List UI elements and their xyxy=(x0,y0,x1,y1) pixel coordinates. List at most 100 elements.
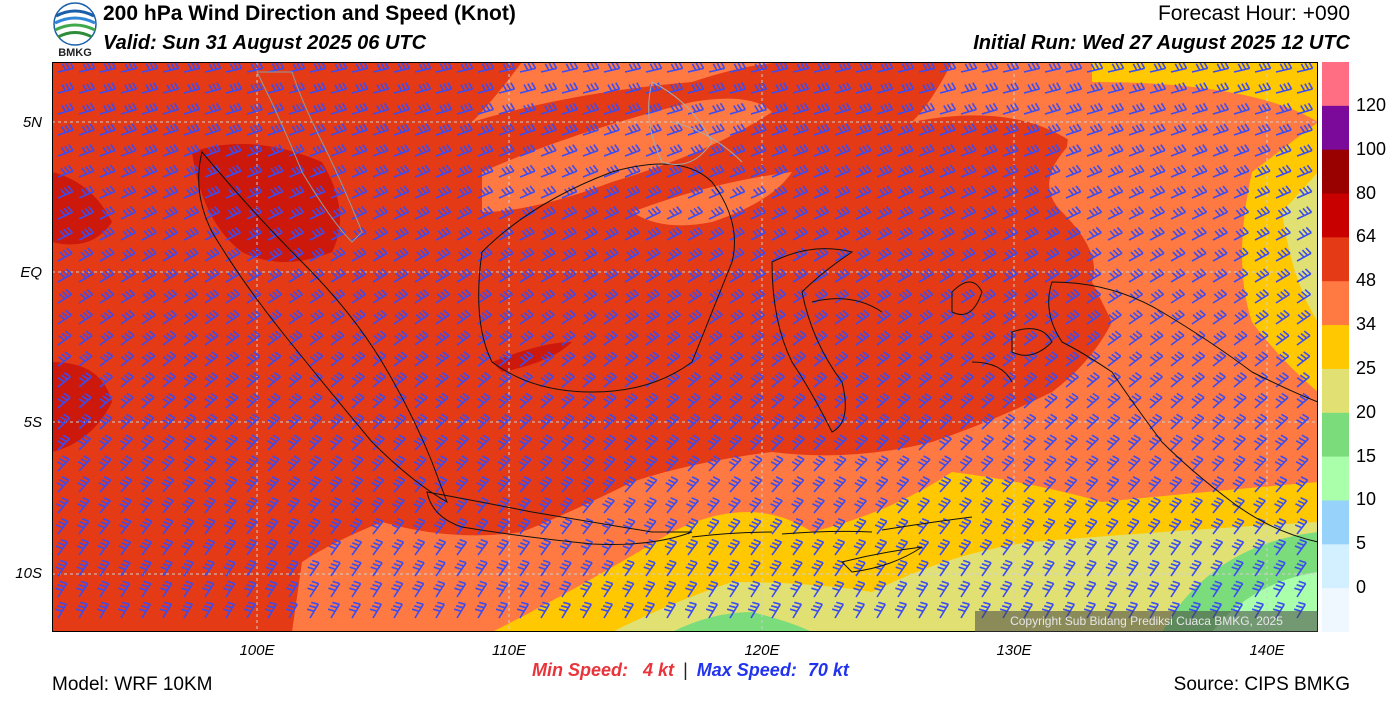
wind-barb xyxy=(771,289,787,304)
wind-barb xyxy=(475,559,488,577)
wind-barb xyxy=(876,247,892,262)
wind-barb xyxy=(225,413,239,430)
wind-barb xyxy=(414,82,432,94)
wind-barb xyxy=(603,330,618,346)
wind-barb xyxy=(750,206,767,220)
wind-barb xyxy=(413,476,427,493)
wind-barb xyxy=(1063,580,1076,598)
wind-barb xyxy=(183,102,201,115)
wind-barb xyxy=(645,62,663,73)
wind-barb xyxy=(939,372,953,388)
wind-barb xyxy=(1296,226,1312,241)
wind-barb xyxy=(792,62,810,73)
wind-barb xyxy=(351,62,369,73)
wind-barb xyxy=(1128,351,1143,367)
wind-barb xyxy=(287,434,301,451)
wind-barb xyxy=(1107,330,1122,346)
wind-barb xyxy=(769,517,783,535)
wind-barb xyxy=(330,102,348,115)
lat-label-5n: 5N xyxy=(22,114,42,131)
wind-barb xyxy=(855,226,871,241)
wind-barb xyxy=(855,268,871,283)
wind-barb xyxy=(309,309,324,325)
wind-barb xyxy=(750,330,765,346)
wind-barb xyxy=(162,123,179,136)
wind-barb xyxy=(918,206,935,220)
wind-barb xyxy=(876,206,893,220)
wind-barb xyxy=(582,185,599,199)
wind-barb xyxy=(1043,455,1057,472)
wind-barb xyxy=(897,144,914,157)
wind-barb xyxy=(1189,517,1203,535)
wind-barb xyxy=(582,330,597,346)
wind-barb xyxy=(456,62,474,73)
legend-label: 10 xyxy=(1356,489,1377,510)
wind-barb xyxy=(456,206,473,220)
wind-barb xyxy=(1275,372,1289,388)
legend-color-box xyxy=(1322,588,1349,632)
coast-timor xyxy=(841,546,923,573)
wind-barb xyxy=(456,268,472,283)
wind-barb xyxy=(435,102,453,115)
wind-barb xyxy=(582,268,598,283)
wind-barb xyxy=(666,206,683,220)
wind-barb xyxy=(1044,123,1061,136)
wind-barb xyxy=(393,247,409,262)
wind-barb xyxy=(246,268,262,283)
wind-barb xyxy=(832,559,845,577)
wind-barb xyxy=(855,164,872,178)
wind-barb xyxy=(370,580,383,598)
wind-barb xyxy=(120,289,136,304)
wind-barb xyxy=(666,372,680,388)
wind-barb xyxy=(876,289,892,304)
wind-barb xyxy=(56,497,69,514)
wind-barb xyxy=(78,268,94,283)
wind-barb xyxy=(855,330,870,346)
wind-barb xyxy=(519,82,537,94)
wind-barb xyxy=(812,497,825,514)
wind-barb xyxy=(308,497,321,514)
wind-barb xyxy=(686,497,699,514)
wind-barb xyxy=(97,580,110,598)
wind-barb xyxy=(980,497,993,514)
wind-barb xyxy=(1169,476,1183,493)
wind-barb xyxy=(939,62,957,73)
wind-barb xyxy=(57,413,71,430)
wind-barb xyxy=(538,538,552,556)
wind-barb xyxy=(1064,497,1077,514)
wind-barb xyxy=(350,434,364,451)
wind-barb xyxy=(980,455,994,472)
wind-barb xyxy=(393,62,411,73)
wind-barb xyxy=(1296,392,1310,409)
wind-barb xyxy=(957,601,970,619)
wind-barb xyxy=(203,434,217,451)
wind-barb xyxy=(622,559,635,577)
wind-barb xyxy=(1191,372,1205,388)
wind-barb xyxy=(1002,268,1018,283)
wind-barb xyxy=(687,309,702,325)
wind-barb xyxy=(1086,226,1102,241)
wind-barb xyxy=(603,247,619,262)
wind-barb xyxy=(120,330,135,346)
wind-barb xyxy=(981,185,998,199)
wind-barb xyxy=(771,123,788,136)
wind-barb xyxy=(981,102,999,115)
wind-barb xyxy=(330,164,347,178)
wind-barb xyxy=(1191,392,1205,409)
wind-barb xyxy=(57,102,75,115)
wind-barb xyxy=(645,123,662,136)
wind-barb xyxy=(917,455,931,472)
wind-barb xyxy=(453,601,466,619)
wind-barb xyxy=(1210,517,1224,535)
wind-barb xyxy=(729,144,746,157)
wind-barb xyxy=(1212,289,1228,304)
wind-barb xyxy=(1107,351,1122,367)
wind-barb xyxy=(834,164,851,178)
wind-barb xyxy=(98,476,112,493)
wind-barb xyxy=(1190,455,1204,472)
wind-barb xyxy=(559,580,572,598)
wind-barb xyxy=(645,247,661,262)
wind-barb xyxy=(288,309,303,325)
wind-barb xyxy=(1147,580,1160,598)
wind-barb xyxy=(1273,538,1287,556)
